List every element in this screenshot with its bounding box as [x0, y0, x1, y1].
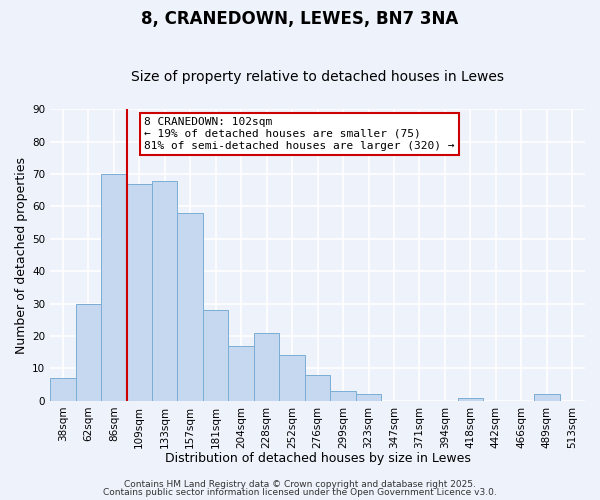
Bar	[229, 346, 254, 401]
Bar	[203, 310, 229, 401]
Bar	[178, 213, 203, 401]
Bar	[254, 333, 280, 401]
Bar	[331, 391, 356, 401]
Title: Size of property relative to detached houses in Lewes: Size of property relative to detached ho…	[131, 70, 504, 85]
Bar	[152, 180, 178, 401]
Bar	[534, 394, 560, 401]
Bar	[101, 174, 127, 401]
Text: 8, CRANEDOWN, LEWES, BN7 3NA: 8, CRANEDOWN, LEWES, BN7 3NA	[142, 10, 458, 28]
Bar	[76, 304, 101, 401]
Text: 8 CRANEDOWN: 102sqm
← 19% of detached houses are smaller (75)
81% of semi-detach: 8 CRANEDOWN: 102sqm ← 19% of detached ho…	[145, 118, 455, 150]
Bar	[50, 378, 76, 401]
Text: Contains public sector information licensed under the Open Government Licence v3: Contains public sector information licen…	[103, 488, 497, 497]
Bar	[356, 394, 381, 401]
X-axis label: Distribution of detached houses by size in Lewes: Distribution of detached houses by size …	[164, 452, 470, 465]
Bar	[127, 184, 152, 401]
Bar	[280, 356, 305, 401]
Bar	[305, 375, 331, 401]
Y-axis label: Number of detached properties: Number of detached properties	[15, 156, 28, 354]
Text: Contains HM Land Registry data © Crown copyright and database right 2025.: Contains HM Land Registry data © Crown c…	[124, 480, 476, 489]
Bar	[458, 398, 483, 401]
